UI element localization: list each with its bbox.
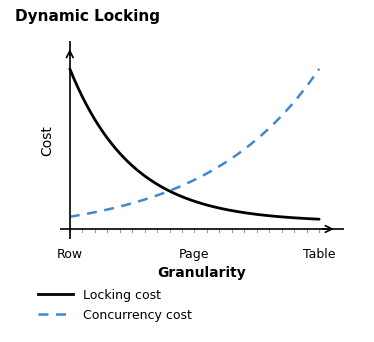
Text: Dynamic Locking: Dynamic Locking: [15, 9, 160, 24]
Y-axis label: Cost: Cost: [40, 125, 54, 156]
Legend: Locking cost, Concurrency cost: Locking cost, Concurrency cost: [38, 289, 191, 321]
X-axis label: Granularity: Granularity: [157, 266, 246, 280]
